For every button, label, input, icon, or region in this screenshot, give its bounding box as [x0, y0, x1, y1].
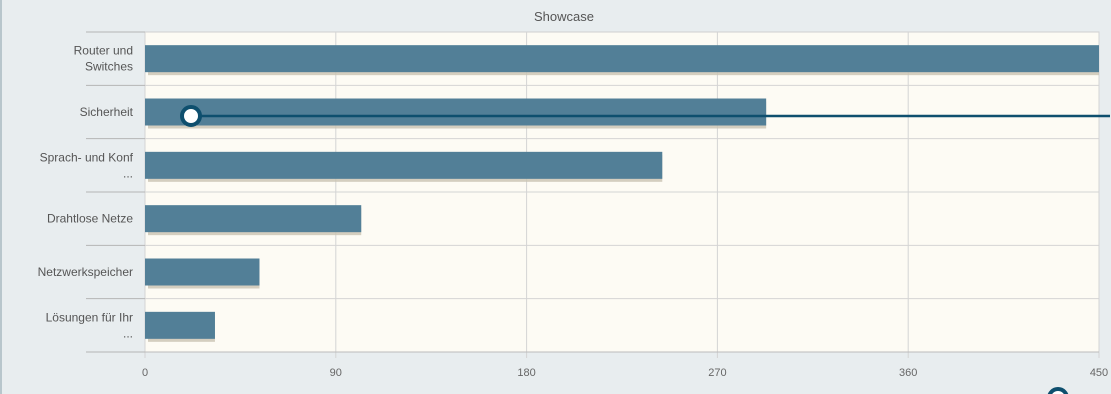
bar	[145, 151, 663, 179]
x-tick-label: 270	[708, 367, 726, 379]
category-label: Switches	[85, 60, 133, 74]
category-label: ...	[123, 326, 133, 340]
category-label: Netzwerkspeicher	[38, 265, 133, 279]
secondary-cursor-marker	[1047, 387, 1069, 394]
category-label: Router und	[74, 44, 133, 58]
category-label: ...	[123, 166, 133, 180]
category-label: Sprach- und Konf	[40, 150, 134, 164]
x-tick-label: 450	[1090, 367, 1108, 379]
bar	[145, 45, 1099, 73]
cursor-marker	[180, 105, 202, 127]
bar	[145, 258, 260, 286]
category-label: Lösungen für Ihr	[46, 310, 133, 324]
x-tick-label: 180	[517, 367, 535, 379]
category-label: Drahtlose Netze	[47, 212, 133, 226]
x-tick-label: 360	[899, 367, 917, 379]
bar	[145, 311, 215, 339]
bar	[145, 205, 362, 233]
category-label: Sicherheit	[80, 105, 134, 119]
x-tick-label: 0	[142, 367, 148, 379]
chart-title: Showcase	[534, 9, 594, 24]
bar	[145, 98, 767, 126]
x-tick-label: 90	[330, 367, 342, 379]
